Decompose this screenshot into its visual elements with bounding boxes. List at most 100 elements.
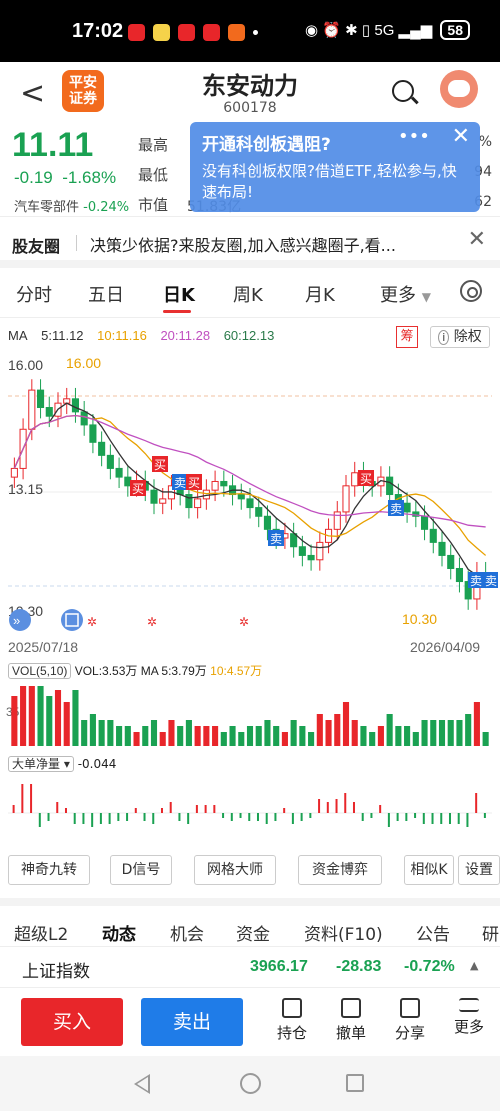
volume-bar [290,720,297,746]
candle [80,411,88,426]
kline-chart[interactable]: 16.00 13.15 10.30 16.00 10.30 2025/07/18… [0,350,500,660]
buy-marker[interactable] [186,474,202,490]
tool-similar-k[interactable]: 相似K [404,855,454,885]
sell-marker[interactable] [484,572,498,588]
tab-funds[interactable]: 资金 [236,925,270,945]
net-bar [160,808,163,813]
tab-weekly-k[interactable]: 周K [233,285,263,306]
sell-marker[interactable] [172,474,188,490]
back-icon[interactable]: < [20,76,46,111]
net-bar [204,805,207,813]
tab-research[interactable]: 研 [482,925,499,945]
tab-opportunity[interactable]: 机会 [170,925,204,945]
buy-marker[interactable] [358,470,374,486]
holdings-button[interactable]: 持仓 [267,998,317,1043]
volume-bar [229,726,236,746]
ma10-line [13,415,487,556]
tab-daily-k[interactable]: 日K [163,285,195,306]
candle [429,528,437,543]
candle [89,424,97,443]
volume-bar [377,726,384,746]
net-bar [56,802,59,813]
volume-bar [168,720,175,746]
tab-f10[interactable]: 资料(F10) [304,925,383,945]
index-ticker[interactable]: 上证指数 3966.17 -28.83 -0.72% ▲ [0,946,500,988]
buy-button[interactable]: 买入 [21,998,123,1046]
volume-selector[interactable]: VOL(5,10) [8,663,72,679]
popup-close-icon[interactable]: ✕ [451,124,470,149]
event-icon[interactable]: ✲ [147,615,157,629]
net-selector[interactable]: 大单净量 ▾ [8,756,74,772]
sell-marker[interactable] [468,572,484,588]
tool-d-signal[interactable]: D信号 [110,855,172,885]
search-icon[interactable] [392,80,414,102]
tab-announcement[interactable]: 公告 [416,925,450,945]
share-button[interactable]: 分享 [385,998,435,1043]
ma10-value: 10:11.16 [97,328,147,343]
event-icon[interactable]: ✲ [87,615,97,629]
forum-banner[interactable]: 股友圈 决策少依据?来股友圈,加入感兴趣圈子,看... ✕ [0,216,500,268]
chat-icon[interactable] [440,70,478,108]
network-label: 5G [374,22,395,39]
cap-label: 市值 [138,196,169,214]
tool-fund-game[interactable]: 资金博弈 [298,855,382,885]
tool-settings[interactable]: 设置 [458,855,500,885]
sell-marker-label: 卖 [390,502,402,516]
gear-icon[interactable] [460,280,482,302]
volume-bar [482,732,489,746]
candle [298,546,306,556]
event-icon[interactable]: ✲ [239,615,249,629]
cancel-order-button[interactable]: 撤单 [326,998,376,1043]
tab-news[interactable]: 动态 [102,925,136,945]
bluetooth-icon: ✱ [345,22,358,39]
candle [255,507,263,517]
sell-button[interactable]: 卖出 [141,998,243,1046]
undo-icon [341,998,361,1018]
adjust-button[interactable]: i 除权 [430,326,490,348]
tool-grid[interactable]: 网格大师 [194,855,276,885]
sector-info[interactable]: 汽车零部件 -0.24% [14,196,129,215]
stock-name: 东安动力 [202,72,298,100]
divider [76,235,77,251]
net-bar [82,813,85,824]
volume-ma5: MA 5:3.79万 [140,664,207,678]
volume-legend[interactable]: VOL(5,10) VOL:3.53万 MA 5:3.79万 10:4.57万 [8,662,262,679]
sell-marker[interactable] [268,530,284,546]
chevron-up-icon[interactable]: ▲ [470,959,479,972]
net-value: -0.044 [77,757,117,771]
expand-icon[interactable] [9,609,31,631]
net-bar [466,813,469,827]
sell-marker[interactable] [388,500,404,516]
candle [10,467,18,478]
indicator-tools: 神奇九转 D信号 网格大师 资金博弈 相似K 设置 [0,850,500,890]
nav-back-icon[interactable] [134,1074,150,1094]
volume-bar [203,726,210,746]
volume-bar [299,726,306,746]
volume-bar [438,720,446,746]
tab-more[interactable]: 更多 ▼ [380,281,431,307]
sell-marker-label: 卖 [270,532,282,546]
tab-intraday[interactable]: 分时 [16,285,52,306]
buy-marker[interactable] [152,456,168,472]
chip-button[interactable]: 筹 [396,326,418,348]
volume-bar [281,732,288,746]
tab-five-day[interactable]: 五日 [88,285,124,306]
status-right: ◉ ⏰ ✱ ▯ 5G ▂▄▆ 58 [305,20,470,40]
nav-home-icon[interactable] [240,1073,261,1094]
more-button[interactable]: 更多 [444,998,494,1037]
candle [202,489,210,500]
net-bar [152,813,155,824]
candle [246,498,254,509]
fullscreen-icon[interactable] [61,609,83,631]
tab-l2[interactable]: 超级L2 [14,925,69,945]
buy-marker[interactable] [130,480,146,496]
net-bar [195,805,198,813]
forum-close-icon[interactable]: ✕ [467,227,486,252]
nav-recent-icon[interactable] [346,1074,364,1092]
tool-jiuzhuan[interactable]: 神奇九转 [8,855,90,885]
promo-popup[interactable]: 开通科创板遇阻? 没有科创板权限?借道ETF,轻松参与,快速布局! ••• ✕ [190,122,480,212]
tab-monthly-k[interactable]: 月K [305,285,335,306]
ma-legend[interactable]: MA 5:11.12 10:11.16 20:11.28 60:12.13 [8,328,284,343]
popup-more-icon[interactable]: ••• [398,126,430,147]
net-legend[interactable]: 大单净量 ▾ -0.044 [8,755,116,772]
